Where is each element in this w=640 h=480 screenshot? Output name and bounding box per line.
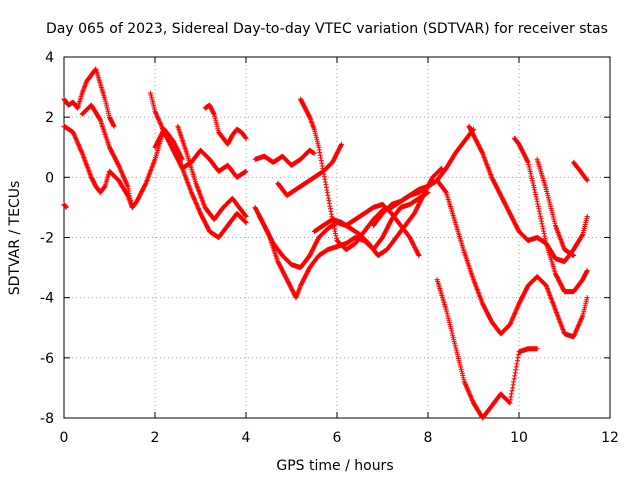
y-tick-label: 0 [45,170,54,186]
y-tick-label: 4 [45,50,54,66]
series-points [466,123,590,265]
x-tick-label: 10 [510,430,528,446]
series-points [370,177,590,340]
series-points [61,201,69,210]
series-points [434,277,540,421]
series-points [152,126,249,180]
y-tick-label: -2 [40,231,54,247]
series-track-08 [252,147,317,168]
y-tick-label: -8 [40,411,54,427]
series-track-01 [61,123,135,210]
series-points [147,90,249,240]
y-tick-label: -6 [40,351,54,367]
series-track-05 [152,126,249,180]
axis-ticks: 0 2 4 6 8 10 12 -8 -6 -4 -2 0 2 4 [40,50,619,446]
series-track-12 [275,141,345,198]
series-points [79,102,185,210]
series-track-16 [466,123,590,265]
series-points [252,147,317,168]
series-track-19 [571,159,590,183]
series-points [571,159,590,183]
y-axis-label: SDTVAR / TECUs [7,181,23,296]
series-track-04 [147,90,249,240]
series-points [275,141,345,198]
series-points [202,102,249,147]
series-track-03 [79,102,185,210]
series-points [534,156,577,259]
series-track-15 [434,277,540,421]
y-tick-label: -4 [40,291,54,307]
series-track-18 [534,156,577,259]
x-tick-label: 4 [242,430,251,446]
x-tick-label: 0 [60,430,69,446]
y-tick-label: 2 [45,110,54,126]
x-axis-label: GPS time / hours [276,458,393,474]
series-points [175,123,249,222]
series-track-17 [512,135,590,295]
series-track-06 [202,102,249,147]
x-tick-label: 2 [151,430,160,446]
series-points [61,123,135,210]
chart-title: Day 065 of 2023, Sidereal Day-to-day VTE… [46,21,608,37]
series-points [512,135,590,295]
x-tick-label: 6 [333,430,342,446]
x-tick-label: 8 [424,430,433,446]
series-track-07 [175,123,249,222]
x-tick-label: 12 [601,430,619,446]
series-track-20 [61,201,69,210]
series-track-14 [370,177,590,340]
series-points [61,66,117,129]
data-series [61,66,590,421]
series-track-02 [61,66,117,129]
